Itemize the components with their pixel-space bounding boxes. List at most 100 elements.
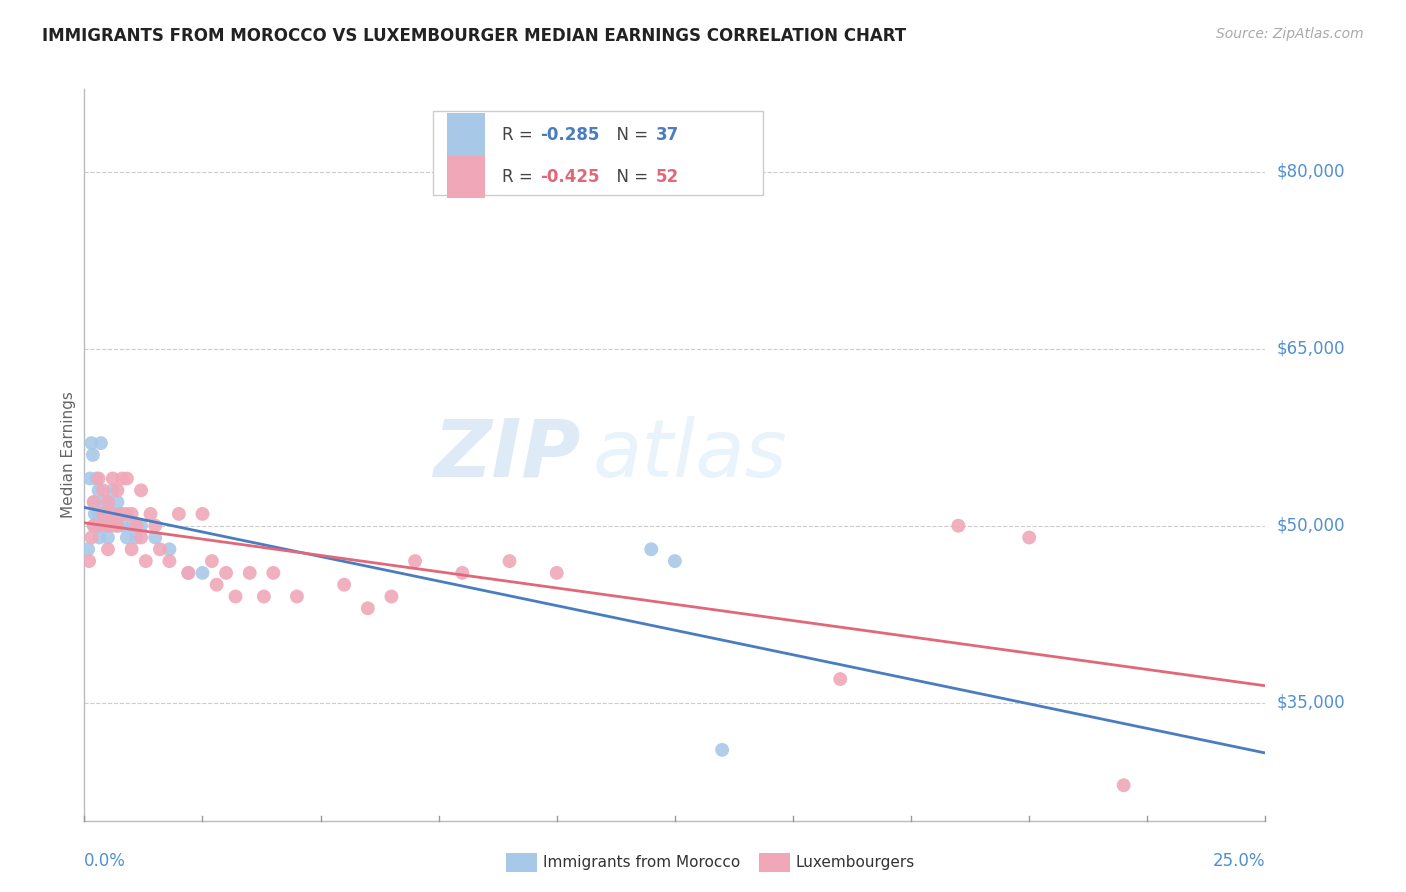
Point: [80, 531, 103, 545]
Point: [107, 495, 129, 509]
Text: R =: R =: [502, 126, 538, 144]
Point: [149, 542, 172, 557]
Point: [129, 483, 152, 498]
Point: [711, 743, 734, 757]
Point: [87, 507, 110, 521]
Point: [97, 495, 120, 509]
Point: [157, 554, 180, 568]
Point: [97, 518, 120, 533]
Point: [451, 566, 474, 580]
Point: [640, 542, 662, 557]
Point: [135, 554, 157, 568]
Point: [121, 507, 143, 521]
FancyBboxPatch shape: [447, 113, 485, 156]
Point: [89, 531, 111, 545]
Point: [143, 518, 166, 533]
Point: [94, 507, 117, 521]
Point: [167, 507, 190, 521]
Point: [225, 590, 247, 604]
Point: [191, 566, 214, 580]
Point: [101, 518, 124, 533]
Point: [143, 531, 166, 545]
Point: [97, 531, 120, 545]
Point: [333, 577, 356, 591]
Point: [77, 542, 100, 557]
Point: [87, 483, 110, 498]
Point: [177, 566, 200, 580]
Point: [664, 554, 686, 568]
Point: [91, 518, 114, 533]
Point: [97, 542, 120, 557]
Text: R =: R =: [502, 168, 538, 186]
Point: [91, 495, 114, 509]
Point: [129, 531, 152, 545]
Text: Source: ZipAtlas.com: Source: ZipAtlas.com: [1216, 27, 1364, 41]
Point: [83, 507, 105, 521]
Point: [948, 518, 970, 533]
Point: [253, 590, 276, 604]
Point: [121, 542, 143, 557]
Point: [87, 518, 110, 533]
Point: [83, 518, 105, 533]
Text: ZIP: ZIP: [433, 416, 581, 494]
Point: [191, 507, 214, 521]
Point: [80, 436, 103, 450]
Point: [201, 554, 224, 568]
Point: [157, 542, 180, 557]
Point: [101, 507, 124, 521]
Point: [121, 518, 143, 533]
Point: [111, 471, 134, 485]
Point: [115, 471, 138, 485]
Point: [139, 507, 162, 521]
Point: [498, 554, 520, 568]
Text: IMMIGRANTS FROM MOROCCO VS LUXEMBOURGER MEDIAN EARNINGS CORRELATION CHART: IMMIGRANTS FROM MOROCCO VS LUXEMBOURGER …: [42, 27, 907, 45]
Point: [546, 566, 568, 580]
FancyBboxPatch shape: [433, 112, 763, 195]
Point: [77, 554, 100, 568]
Text: -0.285: -0.285: [540, 126, 599, 144]
Point: [830, 672, 852, 686]
Point: [115, 507, 138, 521]
Point: [108, 507, 131, 521]
Text: $50,000: $50,000: [1277, 516, 1346, 534]
Text: N =: N =: [606, 126, 654, 144]
Point: [285, 590, 308, 604]
Point: [262, 566, 284, 580]
Point: [177, 566, 200, 580]
Point: [215, 566, 238, 580]
Point: [107, 518, 129, 533]
Text: $65,000: $65,000: [1277, 340, 1346, 358]
Point: [82, 448, 104, 462]
Point: [125, 531, 148, 545]
Point: [1112, 778, 1135, 792]
Point: [90, 436, 112, 450]
Text: atlas: atlas: [592, 416, 787, 494]
Text: 0.0%: 0.0%: [84, 852, 127, 870]
Point: [404, 554, 426, 568]
Text: N =: N =: [606, 168, 654, 186]
Point: [1018, 531, 1040, 545]
Point: [380, 590, 402, 604]
Point: [79, 471, 101, 485]
Point: [87, 471, 110, 485]
Point: [107, 518, 129, 533]
Point: [101, 483, 124, 498]
Point: [125, 518, 148, 533]
Text: Immigrants from Morocco: Immigrants from Morocco: [543, 855, 740, 870]
Point: [115, 531, 138, 545]
Point: [101, 507, 124, 521]
Point: [111, 507, 134, 521]
Point: [97, 518, 120, 533]
Point: [357, 601, 380, 615]
Text: Luxembourgers: Luxembourgers: [796, 855, 915, 870]
Text: 25.0%: 25.0%: [1213, 852, 1265, 870]
Text: $80,000: $80,000: [1277, 162, 1346, 181]
Point: [83, 495, 105, 509]
Point: [84, 471, 107, 485]
Point: [91, 507, 114, 521]
FancyBboxPatch shape: [447, 155, 485, 198]
Point: [83, 495, 105, 509]
Text: 52: 52: [657, 168, 679, 186]
Y-axis label: Median Earnings: Median Earnings: [60, 392, 76, 518]
Text: 37: 37: [657, 126, 679, 144]
